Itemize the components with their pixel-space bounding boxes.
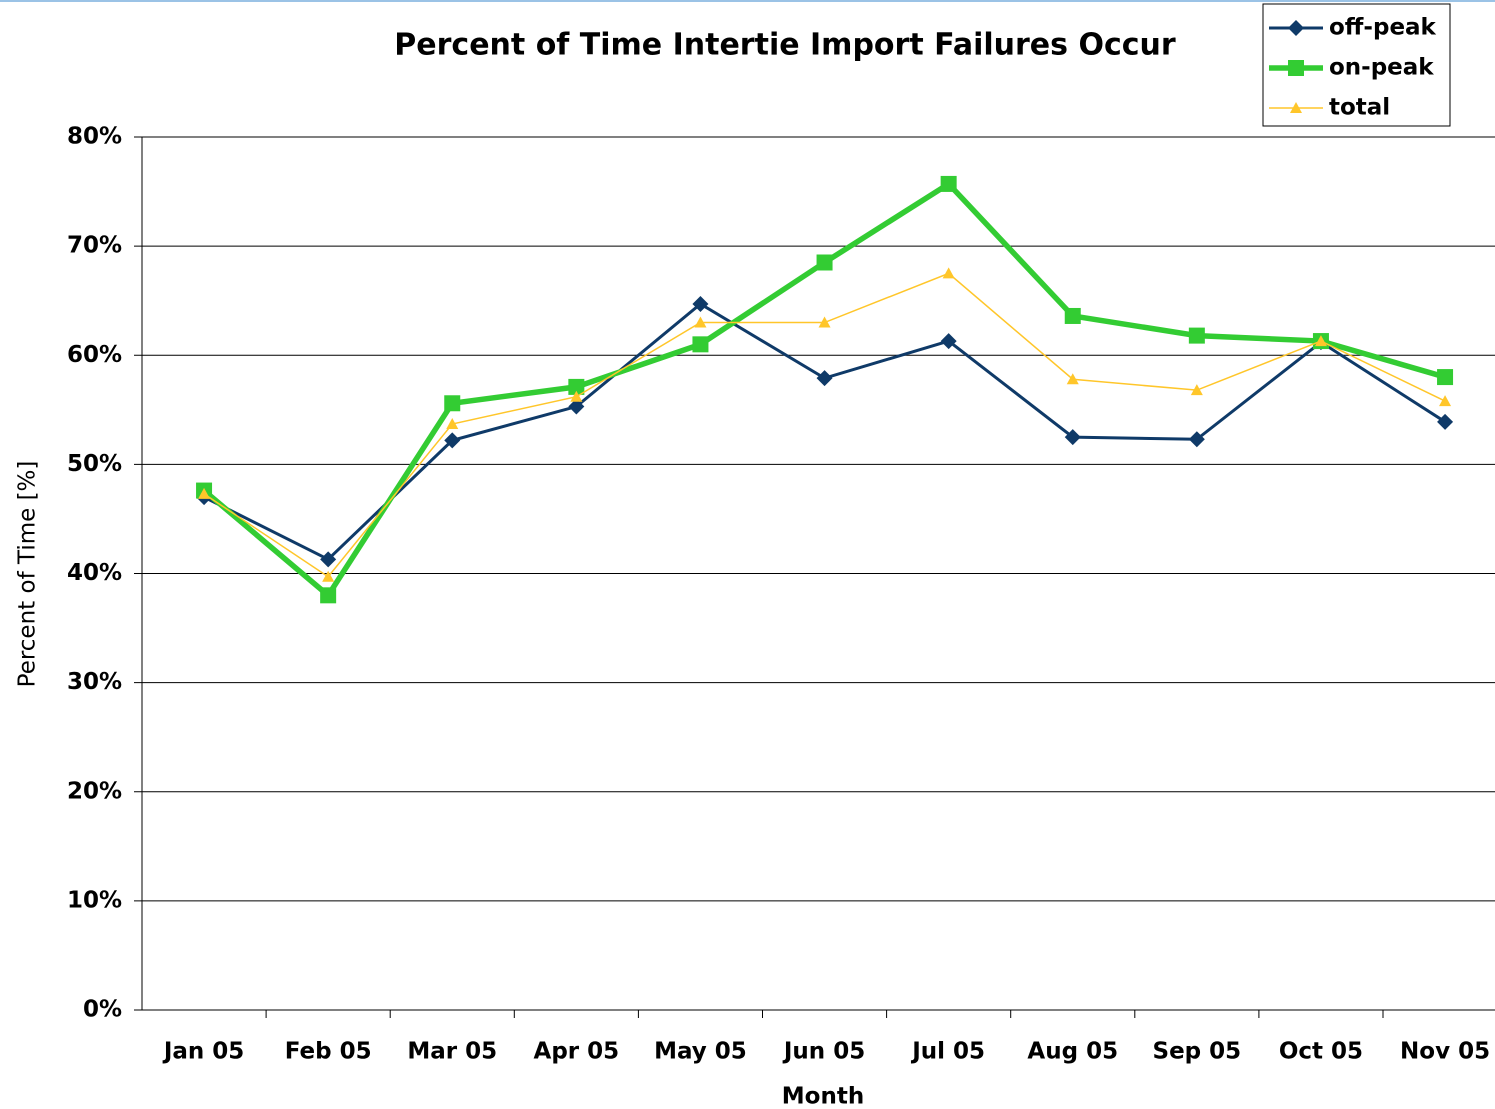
point (940, 175, 957, 192)
point (818, 316, 831, 328)
y-tick-label: 80% (67, 124, 122, 150)
x-axis-title: Month (782, 1084, 864, 1109)
point (568, 378, 585, 395)
x-tick-label: Mar 05 (407, 1039, 497, 1065)
point (942, 267, 955, 279)
y-axis-title: Percent of Time [%] (15, 461, 41, 688)
point (1188, 327, 1205, 344)
point (320, 587, 337, 604)
point (1064, 429, 1081, 446)
y-tick-label: 40% (67, 560, 122, 586)
y-tick-label: 20% (67, 778, 122, 804)
x-tick-label: Oct 05 (1279, 1039, 1363, 1065)
point (692, 336, 709, 353)
point (940, 333, 957, 350)
point (1437, 413, 1454, 430)
y-tick-label: 70% (67, 233, 122, 259)
y-tick-label: 10% (67, 887, 122, 913)
point (444, 395, 461, 412)
x-tick-label: Aug 05 (1027, 1039, 1118, 1065)
x-tick-label: Jun 05 (782, 1039, 865, 1065)
legend-label: total (1329, 95, 1390, 121)
legend-label: on-peak (1329, 55, 1434, 81)
point (1188, 431, 1205, 448)
point (568, 398, 585, 415)
point (694, 316, 707, 328)
point (320, 551, 337, 568)
point (1439, 395, 1452, 407)
point (1066, 373, 1079, 385)
point (816, 254, 833, 271)
point (570, 390, 583, 402)
point (1190, 384, 1203, 396)
point (816, 370, 833, 387)
point (1314, 335, 1327, 347)
legend-label: off-peak (1329, 15, 1437, 41)
y-tick-label: 30% (67, 669, 122, 695)
point (692, 295, 709, 312)
chart-title: Percent of Time Intertie Import Failures… (394, 28, 1176, 63)
x-tick-label: Apr 05 (534, 1039, 620, 1065)
series-line (203, 302, 1446, 562)
x-tick-label: May 05 (654, 1039, 747, 1065)
x-tick-label: Nov 05 (1400, 1039, 1490, 1065)
point (322, 570, 335, 582)
x-tick-label: Jul 05 (910, 1039, 985, 1065)
y-tick-label: 0% (83, 997, 122, 1023)
x-tick-label: Sep 05 (1153, 1039, 1242, 1065)
legend-marker (1288, 60, 1304, 76)
x-tick-label: Jan 05 (162, 1039, 244, 1065)
legend-marker (1290, 102, 1302, 113)
point (1437, 369, 1454, 386)
point (198, 487, 211, 499)
point (446, 417, 459, 429)
point (444, 432, 461, 449)
x-tick-label: Feb 05 (285, 1039, 372, 1065)
y-tick-label: 50% (67, 451, 122, 477)
y-tick-label: 60% (67, 342, 122, 368)
legend-marker (1288, 20, 1304, 36)
point (1064, 307, 1081, 324)
